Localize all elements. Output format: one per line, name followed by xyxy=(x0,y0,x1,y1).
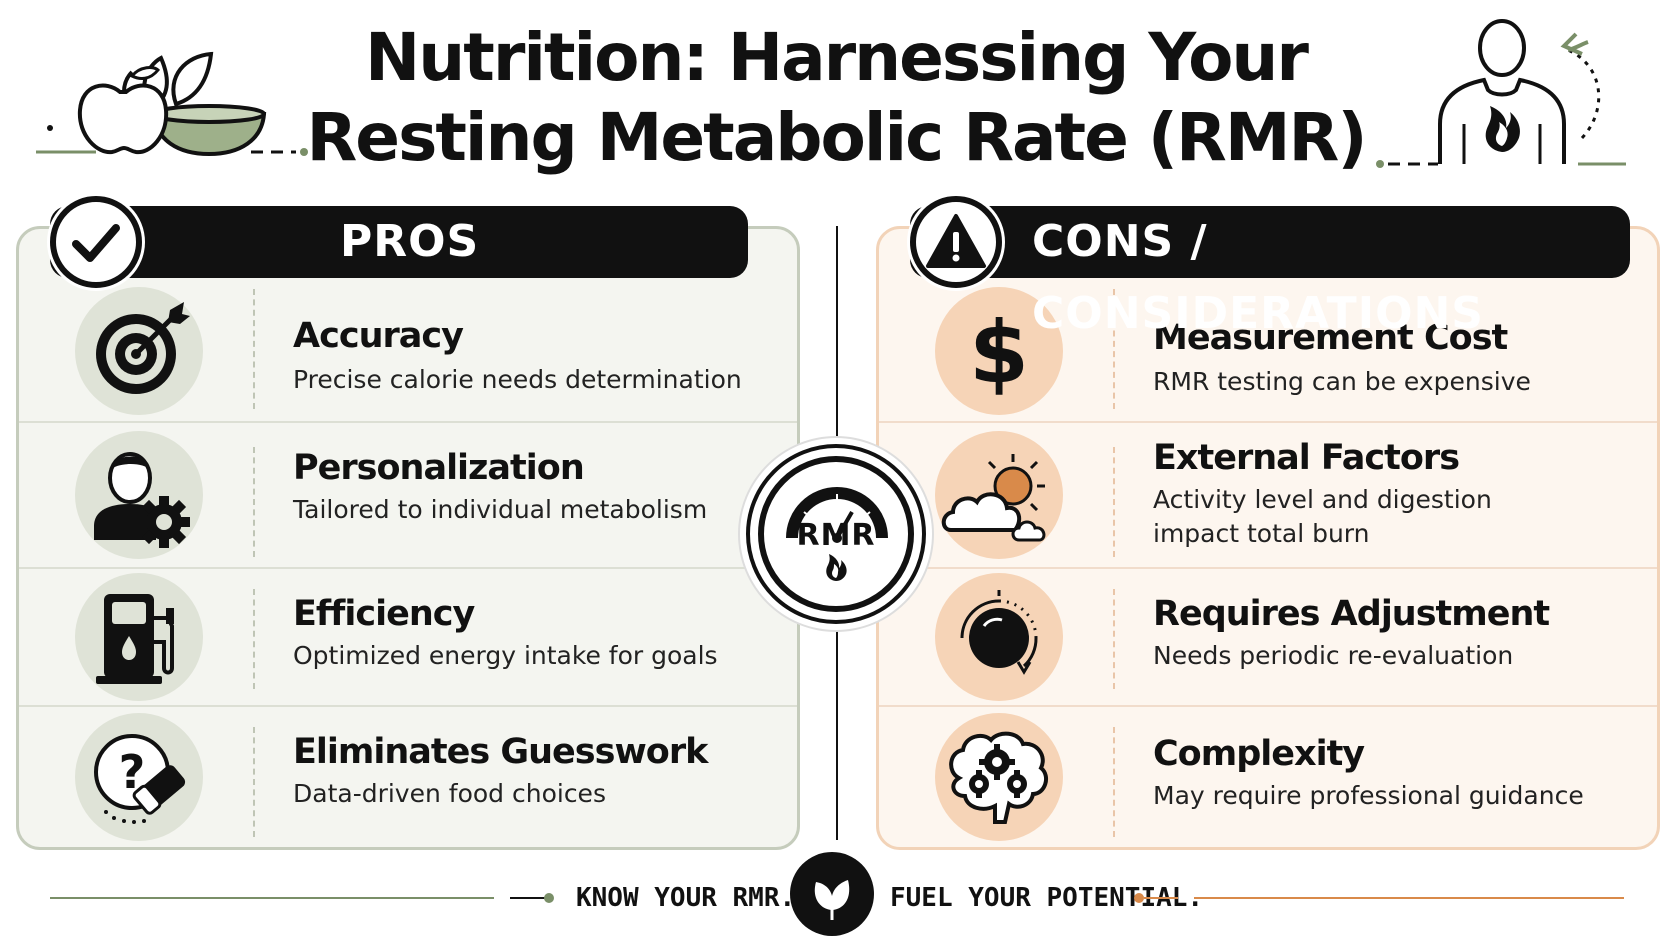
item-description: RMR testing can be expensive xyxy=(1153,367,1531,396)
cons-panel: $ Measurement Cost RMR testing can be ex… xyxy=(876,226,1660,850)
item-title: Eliminates Guesswork xyxy=(293,732,708,772)
flame-icon xyxy=(826,554,847,581)
item-description: Needs periodic re-evaluation xyxy=(1153,641,1514,670)
footer-line-left xyxy=(50,897,494,899)
item-title: Requires Adjustment xyxy=(1153,594,1550,634)
title-line-1: Nutrition: Harnessing Your xyxy=(365,19,1309,96)
svg-text:$: $ xyxy=(969,303,1029,403)
item-description-line-1: Activity level and digestion xyxy=(1153,485,1492,514)
item-title: Accuracy xyxy=(293,316,464,356)
gauge-icon xyxy=(786,487,888,543)
cons-item-measurement-cost: $ Measurement Cost RMR testing can be ex… xyxy=(879,229,1657,423)
item-title: Complexity xyxy=(1153,734,1365,774)
pros-item-eliminates-guesswork: ? Eliminates Guesswork Data-driven food … xyxy=(19,707,797,847)
cons-item-external-factors: External Factors Activity level and dige… xyxy=(879,423,1657,569)
question-eraser-icon: ? xyxy=(75,713,203,841)
dial-icon xyxy=(935,573,1063,701)
item-description-line-2: impact total burn xyxy=(1153,519,1370,548)
item-title: Efficiency xyxy=(293,594,475,634)
cons-header: CONS / CONSIDERATIONS xyxy=(910,206,1630,339)
item-title: External Factors xyxy=(1153,438,1460,478)
item-title: Personalization xyxy=(293,448,585,488)
pros-item-efficiency: Efficiency Optimized energy intake for g… xyxy=(19,569,797,707)
item-description: Optimized energy intake for goals xyxy=(293,641,718,670)
dollar-icon: $ xyxy=(935,287,1063,415)
pros-panel: Accuracy Precise calorie needs determina… xyxy=(16,226,800,850)
person-gear-icon xyxy=(75,431,203,559)
cons-item-requires-adjustment: Requires Adjustment Needs periodic re-ev… xyxy=(879,569,1657,707)
fuel-pump-icon xyxy=(75,573,203,701)
pros-header: PROS xyxy=(50,206,748,278)
footer-line-right xyxy=(1194,897,1624,899)
checkmark-icon xyxy=(50,196,142,288)
title-line-2: Resting Metabolic Rate (RMR) xyxy=(306,99,1367,176)
cons-item-complexity: Complexity May require professional guid… xyxy=(879,707,1657,847)
target-icon xyxy=(75,287,203,415)
brain-gears-icon xyxy=(935,713,1063,841)
cons-header-label: CONS / CONSIDERATIONS xyxy=(1032,216,1484,339)
pros-item-personalization: Personalization Tailored to individual m… xyxy=(19,423,797,569)
body-flame-icon xyxy=(1376,19,1626,168)
footer-left-text: KNOW YOUR RMR. xyxy=(576,883,796,913)
item-description: Tailored to individual metabolism xyxy=(293,495,708,524)
page-title: Nutrition: Harnessing Your Resting Metab… xyxy=(300,18,1372,178)
item-title: Measurement Cost xyxy=(1153,318,1508,358)
warning-icon xyxy=(910,196,1002,288)
item-description: Precise calorie needs determination xyxy=(293,365,742,394)
pros-header-label: PROS xyxy=(340,216,480,267)
leaf-icon xyxy=(790,852,874,936)
pros-item-accuracy: Accuracy Precise calorie needs determina… xyxy=(19,229,797,423)
item-description: May require professional guidance xyxy=(1153,781,1584,810)
rmr-badge: RMR xyxy=(746,444,926,624)
sun-cloud-icon xyxy=(935,431,1063,559)
apple-bowl-icon xyxy=(36,51,308,157)
item-description: Data-driven food choices xyxy=(293,779,606,808)
